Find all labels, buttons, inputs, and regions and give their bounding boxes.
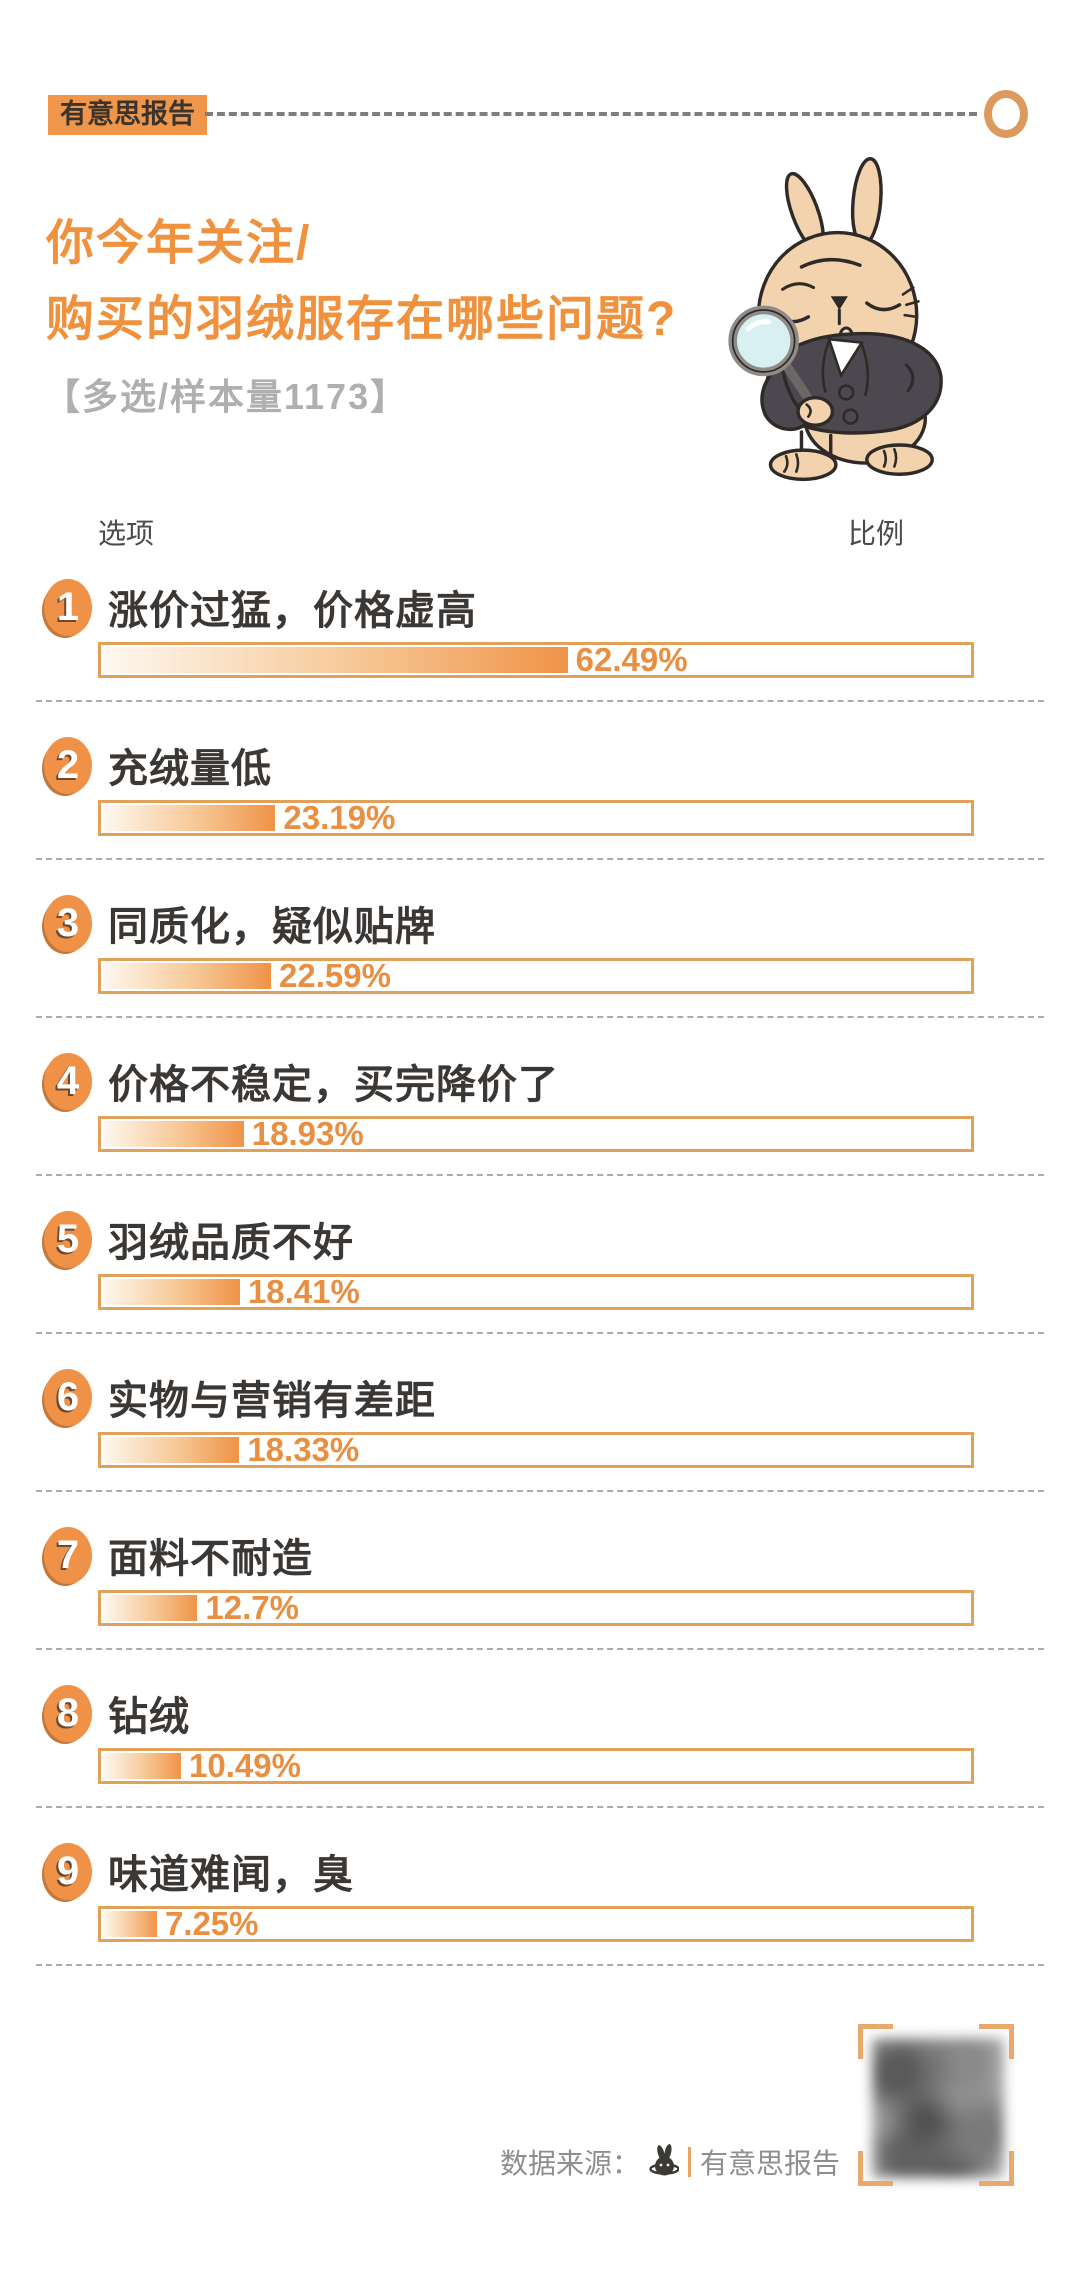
ratio-value: 18.93% xyxy=(251,1115,364,1152)
ratio-bar: 18.41% xyxy=(98,1273,974,1310)
ratio-bar: 18.33% xyxy=(98,1431,974,1468)
rank-badge: 5 xyxy=(44,1210,92,1268)
rank-badge: 1 xyxy=(44,578,92,636)
rank-badge: 2 xyxy=(44,736,92,794)
data-source-line: 数据来源： 有意思报告 xyxy=(500,2140,840,2184)
ratio-bar-fill xyxy=(103,1437,240,1463)
list-item: 5 羽绒品质不好 18.41% xyxy=(0,1198,1080,1356)
rank-badge: 7 xyxy=(44,1526,92,1584)
ratio-bar-fill xyxy=(103,647,568,673)
row-separator xyxy=(36,1016,1044,1018)
ratio-bar: 23.19% xyxy=(98,799,974,836)
ratio-value: 62.49% xyxy=(575,641,688,678)
ratio-value: 12.7% xyxy=(205,1589,299,1626)
option-label: 面料不耐造 xyxy=(108,1537,313,1581)
list-item: 6 实物与营销有差距 18.33% xyxy=(0,1356,1080,1514)
column-header-ratio: 比例 xyxy=(848,518,905,549)
option-label: 涨价过猛，价格虚高 xyxy=(108,589,477,633)
list-item: 2 充绒量低 23.19% xyxy=(0,724,1080,882)
list-item: 7 面料不耐造 12.7% xyxy=(0,1514,1080,1672)
data-source-label: 数据来源： xyxy=(500,2148,641,2179)
list-item: 8 钻绒 10.49% xyxy=(0,1672,1080,1830)
row-separator xyxy=(36,1648,1044,1650)
ratio-value: 18.41% xyxy=(247,1273,360,1310)
ratio-bar: 22.59% xyxy=(98,957,974,994)
option-label: 价格不稳定，买完降价了 xyxy=(108,1063,559,1107)
ratio-bar: 62.49% xyxy=(98,641,974,678)
rank-badge: 8 xyxy=(44,1684,92,1742)
rank-badge: 9 xyxy=(44,1842,92,1900)
rabbit-detective-icon xyxy=(728,157,943,482)
rank-badge: 3 xyxy=(44,894,92,952)
option-head: 3 同质化，疑似贴牌 xyxy=(44,894,436,952)
option-head: 7 面料不耐造 xyxy=(44,1526,313,1584)
ratio-value: 23.19% xyxy=(283,799,396,836)
ratio-bar: 12.7% xyxy=(98,1589,974,1626)
title-line1: 你今年关注/ xyxy=(46,217,312,270)
ratio-value: 7.25% xyxy=(164,1905,259,1942)
bar-list: 1 涨价过猛，价格虚高 62.49% 2 充绒量低 23.19% 3 xyxy=(0,566,1080,1988)
qr-code-blurred-image xyxy=(872,2038,1004,2178)
qr-corner-bracket xyxy=(979,2151,1014,2186)
row-separator xyxy=(36,1964,1044,1966)
option-label: 味道难闻，臭 xyxy=(108,1853,354,1897)
row-separator xyxy=(36,1332,1044,1334)
qr-corner-bracket xyxy=(858,2024,893,2059)
rabbit-logo-icon xyxy=(649,2144,680,2176)
rank-badge: 6 xyxy=(44,1368,92,1426)
source-divider xyxy=(688,2147,692,2177)
ratio-bar-fill xyxy=(103,1279,240,1305)
ratio-value: 18.33% xyxy=(247,1431,360,1468)
ratio-bar: 7.25% xyxy=(98,1905,974,1942)
row-separator xyxy=(36,1490,1044,1492)
option-label: 钻绒 xyxy=(108,1695,190,1739)
option-head: 4 价格不稳定，买完降价了 xyxy=(44,1052,559,1110)
row-separator xyxy=(36,1806,1044,1808)
data-source-name: 有意思报告 xyxy=(700,2148,841,2179)
option-label: 同质化，疑似贴牌 xyxy=(108,905,436,949)
qr-code xyxy=(858,2024,1014,2186)
ratio-bar-fill xyxy=(103,805,276,831)
row-separator xyxy=(36,700,1044,702)
ratio-bar-fill xyxy=(103,1753,182,1779)
ratio-value: 10.49% xyxy=(189,1747,301,1784)
header-dashed-line xyxy=(205,112,977,116)
page-title: 你今年关注/ 购买的羽绒服存在哪些问题? xyxy=(46,206,677,358)
ratio-bar-fill xyxy=(103,1121,244,1147)
option-head: 8 钻绒 xyxy=(44,1684,190,1742)
option-head: 6 实物与营销有差距 xyxy=(44,1368,436,1426)
rank-badge: 4 xyxy=(44,1052,92,1110)
ratio-bar: 10.49% xyxy=(98,1747,974,1784)
option-head: 1 涨价过猛，价格虚高 xyxy=(44,578,477,636)
option-label: 实物与营销有差距 xyxy=(108,1379,436,1423)
ratio-bar-fill xyxy=(103,1911,157,1937)
qr-corner-bracket xyxy=(979,2024,1014,2059)
option-head: 2 充绒量低 xyxy=(44,736,272,794)
ratio-bar-fill xyxy=(103,963,271,989)
qr-corner-bracket xyxy=(858,2151,893,2186)
column-header-option: 选项 xyxy=(98,518,155,549)
title-line2: 购买的羽绒服存在哪些问题? xyxy=(46,293,678,346)
option-head: 9 味道难闻，臭 xyxy=(44,1842,354,1900)
ring-icon xyxy=(984,90,1028,138)
sample-note: 【多选/样本量1173】 xyxy=(44,376,409,417)
row-separator xyxy=(36,1174,1044,1176)
ratio-value: 22.59% xyxy=(278,957,391,994)
option-label: 充绒量低 xyxy=(108,747,272,791)
list-item: 4 价格不稳定，买完降价了 18.93% xyxy=(0,1040,1080,1198)
brand-badge: 有意思报告 xyxy=(48,95,207,135)
list-item: 9 味道难闻，臭 7.25% xyxy=(0,1830,1080,1988)
row-separator xyxy=(36,858,1044,860)
option-label: 羽绒品质不好 xyxy=(108,1221,354,1265)
ratio-bar-fill xyxy=(103,1595,198,1621)
option-head: 5 羽绒品质不好 xyxy=(44,1210,354,1268)
ratio-bar: 18.93% xyxy=(98,1115,974,1152)
list-item: 1 涨价过猛，价格虚高 62.49% xyxy=(0,566,1080,724)
list-item: 3 同质化，疑似贴牌 22.59% xyxy=(0,882,1080,1040)
